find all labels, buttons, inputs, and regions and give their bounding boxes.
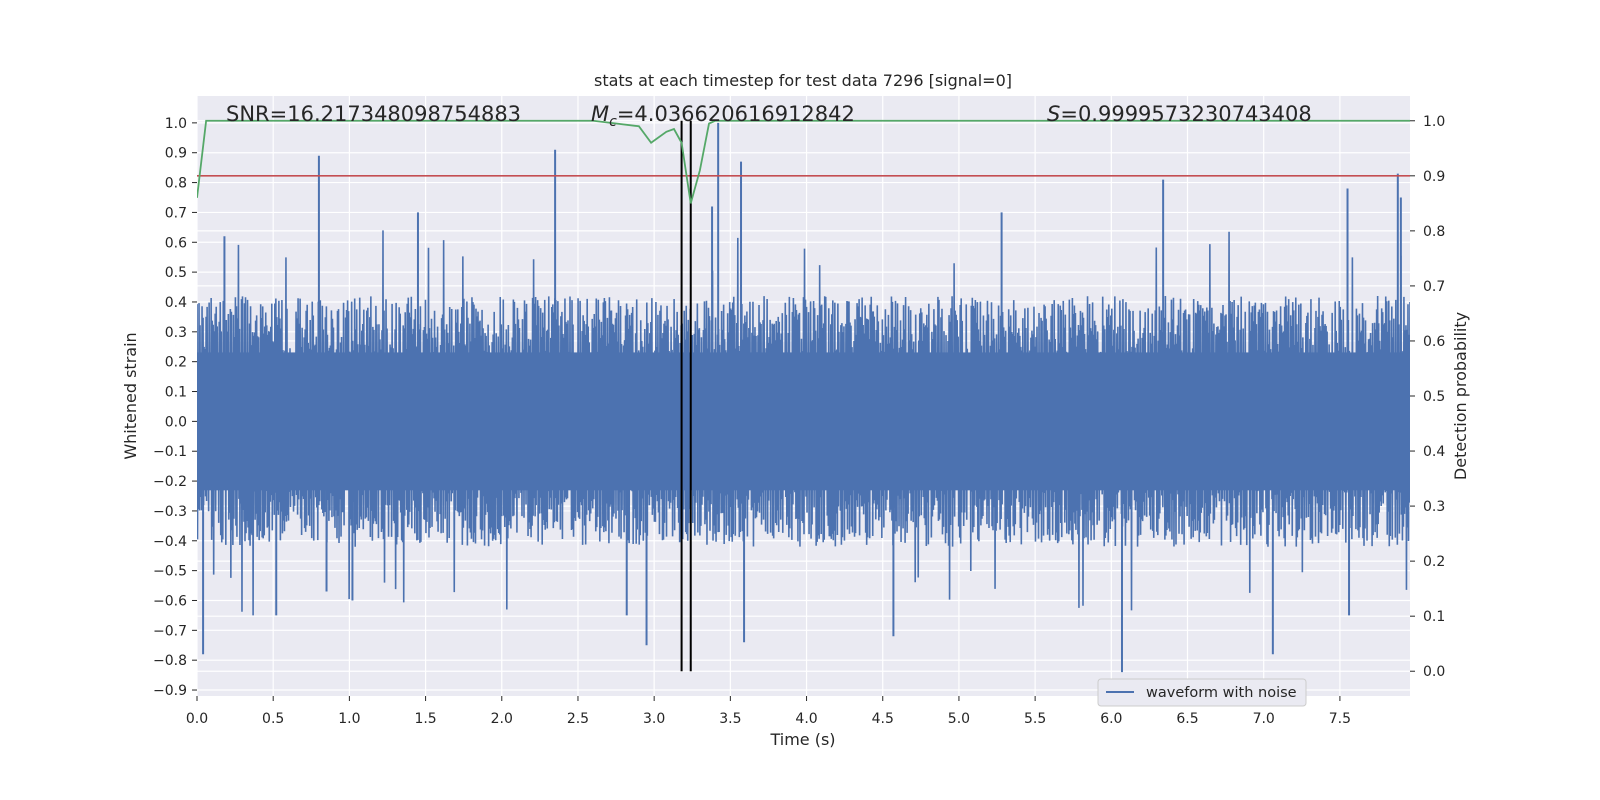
x-tick-label: 0.0 bbox=[186, 711, 208, 727]
chirp-mass-subscript: c bbox=[609, 114, 617, 130]
legend: waveform with noise bbox=[1097, 678, 1307, 707]
y-tick-label: −0.4 bbox=[153, 534, 187, 550]
x-tick-label: 6.5 bbox=[1176, 711, 1198, 727]
x-tick-label: 0.5 bbox=[262, 711, 284, 727]
x-tick-label: 3.0 bbox=[643, 711, 665, 727]
y2-tick-label: 0.9 bbox=[1423, 169, 1445, 185]
score-symbol: S bbox=[1047, 102, 1060, 126]
x-tick-label: 7.5 bbox=[1329, 711, 1351, 727]
score-annotation: S=0.9999573230743408 bbox=[1047, 102, 1312, 126]
chirp-mass-value: =4.036620616912842 bbox=[617, 102, 855, 126]
y-tick-label: 0.6 bbox=[165, 235, 187, 251]
y2-tick-label: 1.0 bbox=[1423, 114, 1445, 130]
x-tick-label: 5.5 bbox=[1024, 711, 1046, 727]
y-tick-label: −0.8 bbox=[153, 653, 187, 669]
y2-tick-label: 0.8 bbox=[1423, 224, 1445, 240]
chart-title: stats at each timestep for test data 729… bbox=[594, 71, 1012, 90]
y-tick-label: 1.0 bbox=[165, 116, 187, 132]
x-tick-label: 5.0 bbox=[948, 711, 970, 727]
y-tick-label: 0.3 bbox=[165, 325, 187, 341]
x-tick-label: 1.0 bbox=[338, 711, 360, 727]
y-tick-label: −0.9 bbox=[153, 683, 187, 699]
legend-entry: waveform with noise bbox=[1146, 685, 1297, 701]
x-tick-label: 6.0 bbox=[1100, 711, 1122, 727]
y2-tick-label: 0.6 bbox=[1423, 334, 1445, 350]
y-tick-label: 0.7 bbox=[165, 205, 187, 221]
overlay-lines bbox=[197, 119, 1410, 672]
x-tick-label: 1.5 bbox=[414, 711, 436, 727]
x-tick-label: 7.0 bbox=[1253, 711, 1275, 727]
y-tick-label: 0.9 bbox=[165, 146, 187, 162]
y-axis-label: Whitened strain bbox=[121, 332, 140, 459]
y-tick-label: −0.1 bbox=[153, 444, 187, 460]
y-tick-label: −0.6 bbox=[153, 593, 187, 609]
y-tick-label: 0.5 bbox=[165, 265, 187, 281]
y2-tick-label: 0.1 bbox=[1423, 609, 1445, 625]
y2-tick-label: 0.5 bbox=[1423, 389, 1445, 405]
x-tick-label: 2.5 bbox=[567, 711, 589, 727]
y-tick-label: 0.4 bbox=[165, 295, 187, 311]
y-tick-label: −0.5 bbox=[153, 564, 187, 580]
x-axis-label: Time (s) bbox=[769, 730, 835, 749]
y-tick-label: 0.2 bbox=[165, 355, 187, 371]
y2-tick-label: 0.0 bbox=[1423, 664, 1445, 680]
y-tick-label: −0.3 bbox=[153, 504, 187, 520]
y-tick-label: −0.7 bbox=[153, 623, 187, 639]
y2-tick-label: 0.4 bbox=[1423, 444, 1445, 460]
x-tick-label: 4.0 bbox=[795, 711, 817, 727]
y-tick-labels: 1.0 0.9 0.8 0.7 0.6 0.5 0.4 0.3 0.2 0.1 0.0 −0.1 −0.… bbox=[153, 116, 197, 699]
legend-box bbox=[1097, 678, 1307, 707]
x-tick-label: 2.0 bbox=[491, 711, 513, 727]
chirp-mass-annotation: Mc=4.036620616912842 bbox=[591, 102, 855, 130]
y-tick-label: 0.1 bbox=[165, 385, 187, 401]
x-tick-label: 4.5 bbox=[872, 711, 894, 727]
y2-tick-label: 0.3 bbox=[1423, 499, 1445, 515]
y2-axis-label: Detection probability bbox=[1451, 312, 1470, 480]
chirp-mass-symbol: M bbox=[591, 102, 609, 126]
strain-line bbox=[197, 230, 1410, 616]
score-value: =0.9999573230743408 bbox=[1060, 102, 1311, 126]
y2-tick-labels: 1.0 0.9 0.8 0.7 0.6 0.5 0.4 0.3 0.2 0.1 0.0 bbox=[1410, 114, 1445, 680]
snr-annotation: SNR=16.217348098754883 bbox=[226, 102, 521, 126]
strain-series bbox=[197, 122, 1410, 673]
detection-probability-line bbox=[197, 119, 1410, 204]
y-tick-label: 0.0 bbox=[165, 414, 187, 430]
y-tick-label: 0.8 bbox=[165, 176, 187, 192]
y-tick-label: −0.2 bbox=[153, 474, 187, 490]
y2-tick-label: 0.2 bbox=[1423, 554, 1445, 570]
x-tick-label: 3.5 bbox=[719, 711, 741, 727]
y2-tick-label: 0.7 bbox=[1423, 279, 1445, 295]
strain-core bbox=[197, 352, 1410, 491]
